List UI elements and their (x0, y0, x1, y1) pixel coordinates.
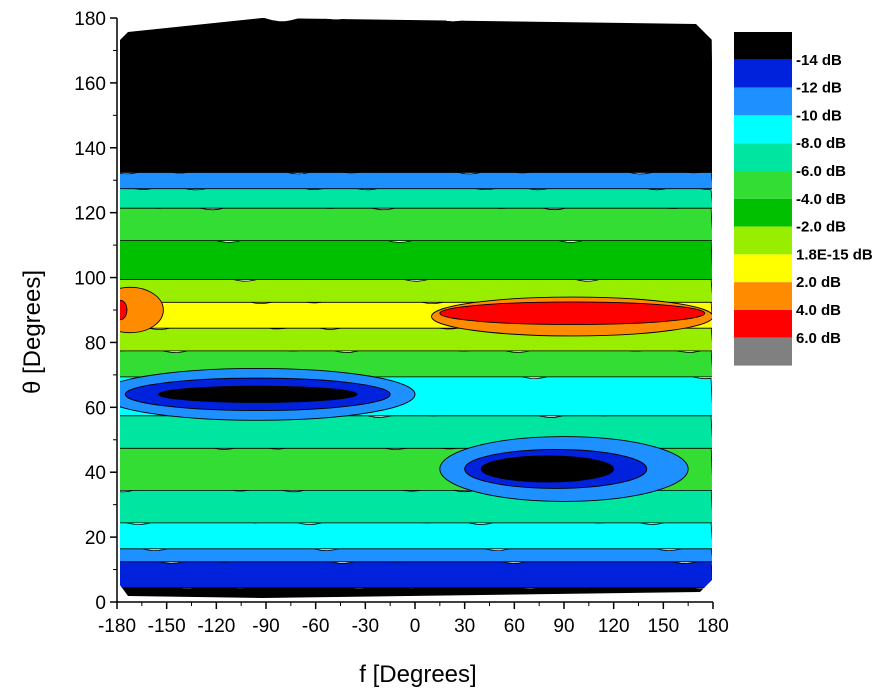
legend-swatch (734, 143, 792, 171)
x-tick-label: -180 (98, 616, 136, 637)
legend-label: -4.0 dB (796, 191, 846, 208)
legend-label: 6.0 dB (796, 330, 841, 347)
legend-swatch (734, 337, 792, 366)
y-tick-label: 180 (74, 9, 106, 30)
legend-swatch (734, 115, 792, 144)
y-tick-label: 80 (85, 333, 106, 354)
axes: -180 -150 -120 -90 -60 -30 0 30 60 90 120 150 180 0 20… (74, 9, 729, 637)
legend-label: -12 dB (796, 80, 842, 97)
x-tick-label: 180 (697, 616, 729, 637)
x-axis-title: f [Degrees] (359, 661, 476, 688)
legend-label: -14 dB (796, 52, 842, 69)
legend-swatch (734, 282, 792, 310)
plot-area (120, 18, 712, 598)
contour-regions (120, 286, 712, 502)
y-tick-label: 160 (74, 74, 106, 95)
x-tick-label: -90 (252, 616, 279, 637)
x-tick-label: 150 (647, 616, 679, 637)
legend-label: -6.0 dB (796, 163, 846, 180)
legend-swatch (734, 171, 792, 199)
legend-label: -10 dB (796, 107, 842, 124)
x-tick-label: -120 (197, 616, 235, 637)
legend-swatch (734, 32, 792, 60)
legend-label: 4.0 dB (796, 302, 841, 319)
y-tick-label: 60 (85, 398, 106, 419)
legend-swatch (734, 198, 792, 227)
legend-swatch (734, 254, 792, 283)
legend-label: 2.0 dB (796, 274, 841, 291)
y-tick-label: 140 (74, 139, 106, 160)
x-tick-label: 120 (598, 616, 630, 637)
legend: -14 dB -12 dB -10 dB -8.0 dB -6.0 dB -4.0 dB -… (734, 32, 873, 366)
legend-swatch (734, 226, 792, 255)
x-tick-label: 60 (504, 616, 525, 637)
legend-swatch (734, 59, 792, 88)
contour-region-back-lobe-core (120, 299, 128, 321)
contour-region-back-lobe (120, 286, 164, 334)
y-tick-label: 0 (95, 593, 106, 614)
x-tick-label: 90 (553, 616, 574, 637)
contour-region-main-lobe-core (439, 301, 706, 326)
legend-label: 1.8E-15 dB (796, 246, 873, 263)
y-tick-label: 120 (74, 204, 106, 225)
x-tick-label: -30 (352, 616, 379, 637)
x-tick-label: -60 (302, 616, 329, 637)
y-tick-label: 40 (85, 463, 106, 484)
x-tick-label: 0 (410, 616, 421, 637)
y-tick-label: 100 (74, 269, 106, 290)
contour-region-null-upper-core (157, 385, 358, 403)
y-axis-title: θ [Degrees] (19, 270, 46, 394)
contour-band (120, 234, 712, 280)
legend-swatch (734, 310, 792, 338)
contour-region-null-lower-core (480, 455, 615, 483)
legend-label: -8.0 dB (796, 135, 846, 152)
legend-swatch (734, 87, 792, 116)
x-tick-label: -150 (148, 616, 186, 637)
x-tick-label: 30 (454, 616, 475, 637)
contour-band (120, 18, 712, 173)
y-tick-label: 20 (85, 528, 106, 549)
legend-label: -2.0 dB (796, 219, 846, 236)
